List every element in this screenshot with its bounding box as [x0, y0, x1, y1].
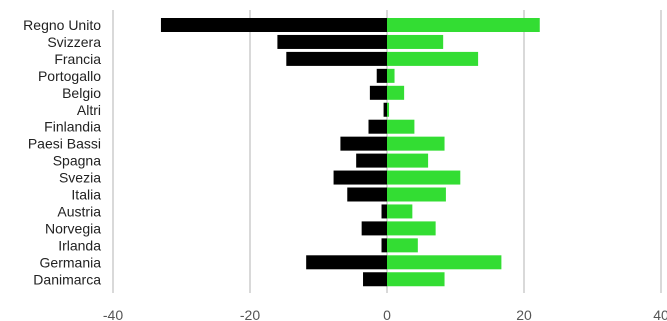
bar-negative [340, 136, 387, 151]
bar-negative [160, 18, 387, 32]
bar-positive [387, 255, 502, 270]
bar-negative [277, 34, 387, 49]
category-label: Altri [77, 102, 101, 118]
bar-negative [381, 238, 387, 253]
bar-positive [387, 221, 436, 236]
bar-positive [387, 119, 415, 134]
category-label: Paesi Bassi [28, 136, 101, 152]
category-label: Danimarca [33, 271, 101, 287]
category-label: Austria [57, 203, 101, 219]
bar-negative [368, 119, 387, 134]
category-label: Svezia [59, 170, 101, 186]
category-label: Finlandia [44, 119, 101, 135]
bar-positive [387, 136, 445, 151]
x-tick-label: 20 [516, 307, 532, 321]
bar-negative [363, 272, 387, 287]
x-tick-label: -40 [103, 307, 123, 321]
bar-positive [387, 272, 445, 287]
bar-negative [381, 204, 387, 219]
bar-positive [387, 170, 461, 185]
bar-negative [369, 85, 387, 100]
category-label: Irlanda [58, 237, 101, 253]
bar-negative [347, 187, 387, 202]
category-label: Germania [40, 254, 102, 270]
category-labels: Regno UnitoSvizzeraFranciaPortogalloBelg… [23, 17, 101, 287]
bar-negative [361, 221, 387, 236]
category-label: Regno Unito [23, 17, 101, 33]
bar-positive [387, 18, 540, 32]
bar-positive [387, 204, 413, 219]
category-label: Italia [71, 187, 101, 203]
category-label: Svizzera [47, 34, 101, 50]
bar-negative [286, 51, 387, 66]
bar-negative [376, 68, 387, 83]
category-label: Norvegia [45, 220, 101, 236]
bar-positive [387, 34, 444, 49]
category-label: Francia [54, 51, 101, 67]
bar-positive [387, 68, 395, 83]
category-label: Belgio [62, 85, 101, 101]
x-tick-label: -20 [240, 307, 260, 321]
bar-negative [356, 153, 387, 168]
x-axis-tick-labels: -40 -20 0 20 40 [103, 307, 667, 321]
bar-negative [333, 170, 387, 185]
bar-positive [387, 187, 446, 202]
bar-negative [306, 255, 387, 270]
bar-positive [387, 51, 479, 66]
bar-positive [387, 102, 390, 117]
x-tick-label: 40 [653, 307, 667, 321]
bar-positive [387, 85, 405, 100]
category-label: Portogallo [38, 68, 101, 84]
bar-negative [383, 102, 387, 117]
bar-positive [387, 238, 418, 253]
category-label: Spagna [53, 153, 101, 169]
bar-positive [387, 153, 429, 168]
bar-layer [160, 18, 540, 287]
x-tick-label: 0 [383, 307, 391, 321]
